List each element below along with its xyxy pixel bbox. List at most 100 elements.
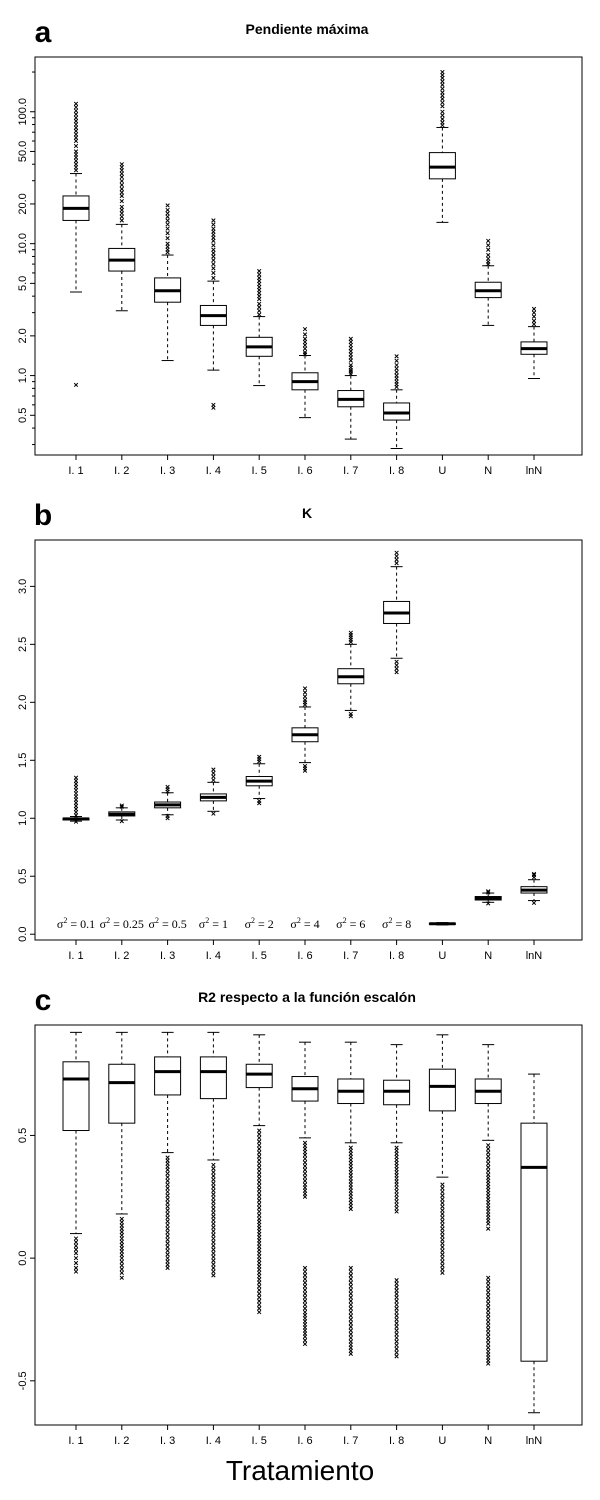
outlier-stroke	[394, 557, 399, 562]
outlier-stroke	[531, 314, 537, 319]
outlier	[394, 1302, 399, 1307]
outlier	[211, 1258, 216, 1263]
outlier	[486, 1165, 491, 1170]
outlier-stroke	[73, 101, 79, 106]
x-tick-label: I. 6	[297, 465, 312, 477]
outlier	[257, 1298, 262, 1304]
box-lnN	[520, 1073, 548, 1414]
outlier-stroke	[486, 1358, 491, 1363]
outlier-stroke	[73, 1240, 79, 1245]
outlier-stroke	[486, 1154, 491, 1159]
outlier-stroke	[302, 1306, 308, 1311]
box-I. 5	[245, 268, 273, 387]
outlier	[211, 1232, 216, 1237]
outlier-stroke	[348, 1306, 353, 1311]
outlier	[119, 174, 124, 180]
outlier	[73, 775, 79, 780]
outlier	[211, 1188, 216, 1193]
outlier-stroke	[394, 1278, 399, 1283]
outlier-stroke	[119, 165, 124, 170]
outlier-stroke	[211, 1265, 216, 1271]
outlier-stroke	[486, 1168, 491, 1174]
outlier-stroke	[394, 1209, 399, 1214]
outlier-stroke	[257, 1270, 262, 1276]
outlier	[257, 272, 262, 277]
outlier-stroke	[302, 1284, 308, 1289]
x-tick-label: I. 8	[389, 465, 404, 477]
outlier-stroke	[440, 1215, 445, 1220]
outlier	[486, 1334, 491, 1339]
outlier	[73, 1240, 79, 1245]
outlier	[302, 1298, 308, 1304]
outlier	[165, 211, 170, 216]
outlier	[440, 93, 445, 98]
outlier-stroke	[165, 1226, 170, 1231]
outlier-stroke	[440, 1197, 445, 1202]
outlier	[73, 112, 79, 117]
outlier	[73, 105, 79, 110]
outlier-stroke	[394, 1199, 399, 1204]
outlier-stroke	[348, 1291, 353, 1296]
outlier	[73, 819, 79, 824]
outlier	[486, 1308, 491, 1314]
outlier	[486, 1327, 491, 1332]
outlier	[211, 1210, 216, 1215]
panel-title: Pendiente máxima	[246, 21, 369, 37]
outlier	[440, 1193, 445, 1198]
outlier	[440, 1230, 445, 1235]
outlier-stroke	[394, 1302, 399, 1307]
outlier-stroke	[486, 1282, 491, 1288]
outlier	[394, 1328, 399, 1333]
outlier	[348, 358, 353, 363]
outlier-stroke	[165, 207, 170, 213]
outlier-stroke	[73, 138, 79, 144]
outlier	[440, 1252, 445, 1257]
outlier	[257, 1176, 262, 1181]
outlier-stroke	[211, 1181, 216, 1186]
sigma-annotation: σ2 = 1	[199, 916, 228, 931]
outlier-stroke	[486, 238, 491, 244]
outlier-stroke	[211, 1199, 216, 1204]
outlier	[119, 1239, 124, 1244]
outlier	[211, 1177, 216, 1182]
outlier-stroke	[257, 1143, 262, 1148]
outlier-stroke	[302, 1295, 308, 1300]
outlier-stroke	[257, 268, 262, 274]
outlier	[302, 1171, 308, 1176]
outlier	[165, 214, 170, 219]
outlier-stroke	[348, 1273, 353, 1278]
outlier	[119, 1255, 124, 1261]
outlier	[257, 1168, 262, 1174]
sigma-annotation: σ2 = 2	[245, 916, 274, 931]
outlier-stroke	[211, 243, 216, 248]
outlier-stroke	[394, 1321, 399, 1326]
outlier	[394, 1189, 399, 1194]
outlier-stroke	[486, 1161, 491, 1166]
x-tick-label: lnN	[526, 950, 543, 962]
x-tick-label: U	[438, 1435, 446, 1447]
outlier	[257, 1247, 262, 1253]
outlier	[119, 1219, 124, 1225]
outlier-stroke	[531, 322, 537, 327]
sigma-exponent: 2	[63, 916, 67, 925]
sigma-value: = 1	[209, 917, 228, 931]
outlier	[257, 1309, 262, 1315]
outlier-stroke	[302, 350, 308, 355]
outlier-stroke	[257, 1251, 262, 1256]
outlier-stroke	[302, 1160, 308, 1165]
outlier-stroke	[302, 343, 308, 348]
outlier-stroke	[394, 1192, 399, 1197]
outlier-stroke	[73, 806, 79, 812]
outlier-stroke	[211, 1203, 216, 1208]
outlier-stroke	[257, 1298, 262, 1304]
outlier	[440, 1219, 445, 1224]
outlier-stroke	[302, 1191, 308, 1196]
outlier	[257, 754, 262, 759]
outlier-stroke	[394, 1288, 399, 1293]
outlier-stroke	[440, 116, 445, 122]
outlier-stroke	[486, 901, 491, 906]
outlier-stroke	[257, 1150, 262, 1155]
outlier-stroke	[73, 800, 79, 805]
outlier-stroke	[394, 1354, 399, 1359]
outlier	[394, 550, 399, 555]
